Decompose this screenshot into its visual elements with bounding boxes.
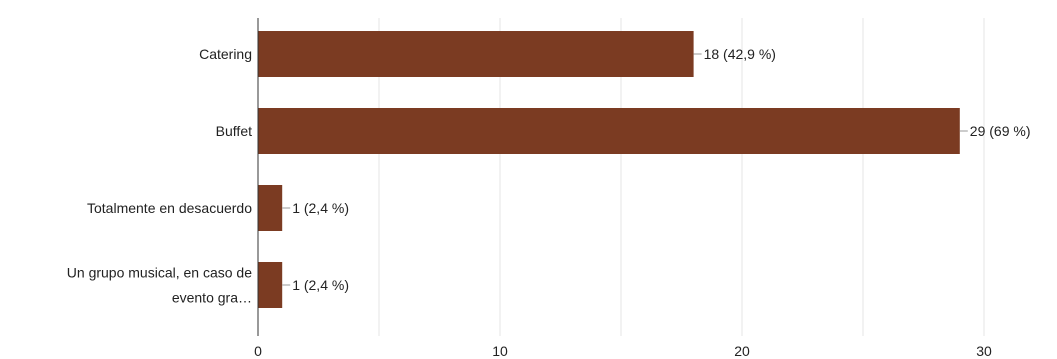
x-tick-label: 10	[492, 343, 508, 359]
bar	[258, 262, 283, 308]
x-tick-label: 30	[976, 343, 992, 359]
category-label: Un grupo musical, en caso de	[67, 265, 252, 281]
bar	[258, 31, 694, 77]
bar	[258, 185, 283, 231]
x-tick-label: 20	[734, 343, 750, 359]
data-label: 1 (2,4 %)	[292, 277, 349, 293]
bars	[258, 31, 968, 308]
category-label: Catering	[199, 46, 252, 62]
x-tick-label: 0	[254, 343, 262, 359]
labels: 18 (42,9 %) 29 (69 %) 1 (2,4 %) 1 (2,4 %) Ca…	[67, 46, 1031, 359]
data-label: 1 (2,4 %)	[292, 200, 349, 216]
category-label: evento gra…	[172, 290, 252, 306]
category-label: Buffet	[216, 123, 252, 139]
category-label: Totalmente en desacuerdo	[87, 200, 252, 216]
data-label: 29 (69 %)	[970, 123, 1031, 139]
data-label: 18 (42,9 %)	[704, 46, 776, 62]
bar	[258, 108, 960, 154]
